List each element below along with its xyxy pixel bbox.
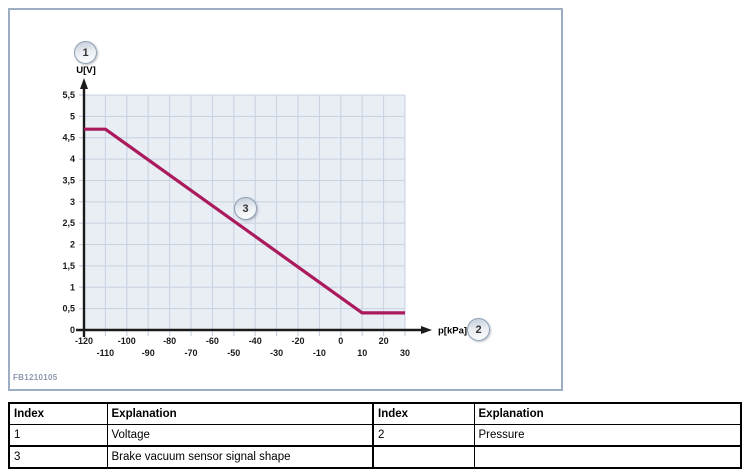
legend-cell-explanation: Voltage (106, 424, 374, 447)
legend-cell-index (372, 445, 475, 469)
callout-number: 3 (242, 202, 249, 215)
legend-cell-index: 1 (8, 424, 108, 447)
signal-chart: -120-110-100-90-80-70-60-50-40-30-20-100… (62, 65, 467, 358)
x-tick-label: -10 (313, 348, 326, 358)
x-tick-label: 20 (379, 336, 389, 346)
y-tick-label: 2,5 (62, 218, 75, 228)
x-tick-label: -110 (97, 348, 115, 358)
legend-header-explanation: Explanation (106, 402, 374, 425)
legend-row: 1 Voltage 2 Pressure (8, 424, 742, 447)
y-tick-label: 3,5 (62, 175, 75, 185)
figure-code: FB1210105 (13, 373, 58, 382)
callout-number: 2 (475, 323, 482, 336)
x-tick-label: -50 (227, 348, 240, 358)
x-tick-label: 30 (400, 348, 410, 358)
figure-box: -120 -110 -100 -90 -80 -70 -60 -50 -40 -30 -20 -10 0… (8, 8, 563, 391)
x-tick-label: -100 (118, 336, 136, 346)
legend-header-row: Index Explanation Index Explanation (8, 402, 742, 425)
x-tick-label: 10 (357, 348, 367, 358)
legend-header-index: Index (8, 402, 108, 425)
x-tick-label: -40 (249, 336, 262, 346)
callout-badge-pressure: 2 (467, 318, 490, 341)
x-tick-label: -20 (291, 336, 304, 346)
callout-badge-voltage: 1 (74, 41, 97, 64)
y-tick-label: 4,5 (62, 133, 75, 143)
legend-cell-explanation (473, 445, 742, 469)
y-tick-label: 5,5 (62, 90, 75, 100)
y-axis-arrow (80, 78, 88, 89)
x-axis-arrow (421, 326, 432, 334)
legend-header-explanation-2: Explanation (473, 402, 742, 425)
y-tick-label: 3 (70, 197, 75, 207)
y-axis-label: U[V] (76, 65, 96, 76)
callout-number: 1 (82, 46, 89, 59)
x-tick-label: -80 (163, 336, 176, 346)
legend-table: Index Explanation Index Explanation 1 Vo… (8, 402, 742, 469)
y-tick-label: 2 (70, 240, 75, 250)
legend-header-index-2: Index (372, 402, 475, 425)
y-tick-label: 1,5 (62, 261, 75, 271)
x-axis-label: p[kPa] (438, 326, 467, 337)
y-tick-label: 0,5 (62, 304, 75, 314)
legend-cell-index: 3 (8, 445, 108, 469)
x-tick-label: -90 (142, 348, 155, 358)
signal-curve (84, 127, 405, 315)
legend-cell-index: 2 (372, 424, 475, 447)
callout-badge-signal-curve: 3 (234, 197, 257, 220)
x-tick-label: -70 (184, 348, 197, 358)
x-tick-label: -60 (206, 336, 219, 346)
legend-row: 3 Brake vacuum sensor signal shape (8, 445, 742, 469)
x-tick-label: -120 (75, 336, 93, 346)
x-tick-label: 0 (338, 336, 343, 346)
y-tick-label: 1 (70, 282, 75, 292)
legend-cell-explanation: Brake vacuum sensor signal shape (106, 445, 374, 469)
y-tick-label: 4 (70, 154, 75, 164)
y-tick-label: 0 (70, 325, 75, 335)
legend-cell-explanation: Pressure (473, 424, 742, 447)
y-tick-label: 5 (70, 111, 75, 121)
x-tick-label: -30 (270, 348, 283, 358)
